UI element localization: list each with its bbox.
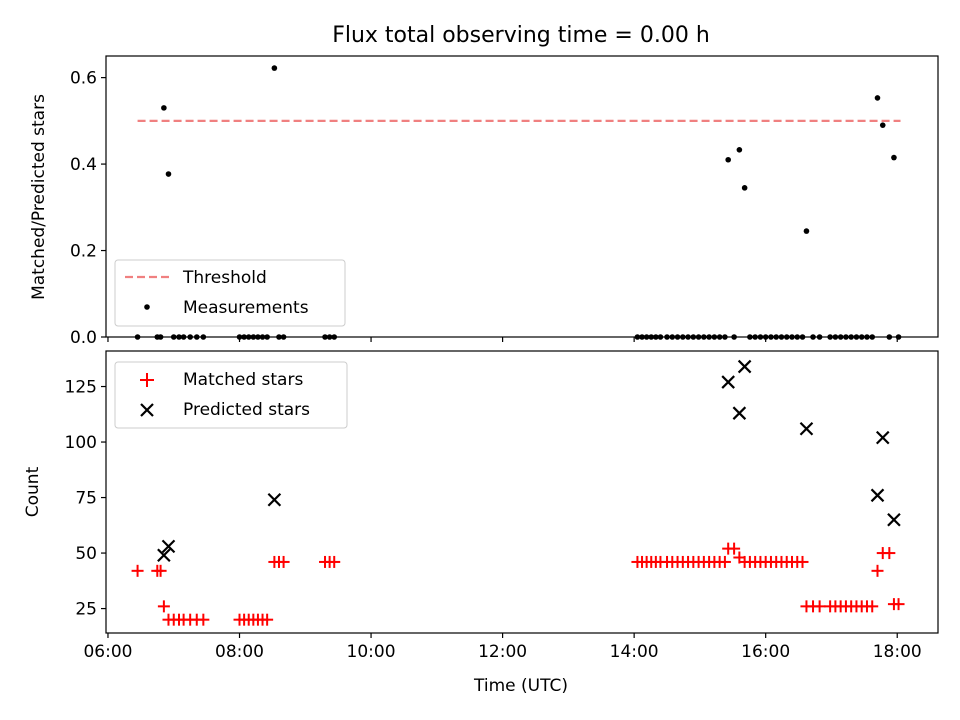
ratio-y-tick-label: 0.2: [70, 242, 97, 262]
measurement-point: [741, 185, 748, 191]
predicted-star-point: [799, 421, 814, 436]
count-y-tick-label: 100: [65, 433, 97, 453]
legend-measurements-label: Measurements: [183, 298, 309, 318]
matched-star-point: [866, 600, 879, 613]
predicted-star-point: [875, 430, 890, 445]
predicted-star-stroke: [721, 375, 735, 389]
predicted-star-point: [161, 539, 176, 554]
count-y-axis: 25 50 75 100 125: [65, 378, 106, 620]
count-y-tick-label: 75: [75, 489, 97, 509]
count-y-tick-label: 50: [75, 544, 97, 564]
predicted-star-point: [870, 488, 885, 503]
predicted-star-point: [887, 512, 901, 527]
matched-star-point: [157, 600, 170, 613]
measurement-point: [165, 171, 172, 177]
count-legend-box: [114, 361, 348, 429]
matched-star-point: [871, 564, 884, 577]
legend-matched-label: Matched stars: [183, 370, 303, 390]
predicted-star-point: [721, 375, 735, 389]
predicted-star-stroke: [732, 406, 747, 420]
matched-star-point: [813, 600, 826, 613]
count-legend: Matched stars Predicted stars: [114, 361, 348, 429]
count-y-tick-label: 125: [65, 378, 97, 398]
measurement-point: [736, 147, 743, 153]
matched-star-point: [892, 598, 905, 611]
count-y-axis-label: Count: [23, 466, 43, 517]
ratio-legend-box: [114, 259, 346, 327]
chart-title: Flux total observing time = 0.00 h: [332, 23, 710, 48]
matched-star-point: [328, 555, 341, 568]
x-axis-label: Time (UTC): [473, 676, 568, 696]
count-y-tick-label: 25: [75, 600, 97, 620]
matched-star-point: [718, 555, 731, 568]
predicted-star-point: [157, 548, 171, 563]
matched-star-point: [728, 542, 741, 555]
count-plot-marks: [131, 359, 905, 626]
ratio-plot-frame: [105, 55, 939, 338]
matched-star-point: [277, 555, 290, 568]
legend-measurements-swatch: [144, 304, 150, 310]
count-x-tick-label: 12:00: [478, 642, 527, 662]
measurement-point: [271, 65, 278, 71]
predicted-star-stroke: [737, 359, 752, 374]
predicted-star-stroke: [870, 488, 885, 503]
ratio-chart: Flux total observing time = 0.00 h Match…: [29, 23, 939, 348]
predicted-star-stroke: [887, 512, 901, 527]
ratio-y-tick-label: 0.4: [70, 155, 97, 175]
measurement-point: [891, 154, 897, 161]
predicted-star-stroke: [157, 548, 171, 563]
ratio-plot-marks: [134, 65, 902, 340]
count-x-tick-label: 08:00: [215, 642, 264, 662]
legend-threshold-label: Threshold: [182, 268, 267, 288]
matched-star-point: [261, 613, 274, 626]
count-x-tick-label: 16:00: [741, 642, 790, 662]
predicted-star-stroke: [875, 430, 890, 445]
matched-star-point: [796, 555, 809, 568]
ratio-x-tick-marks: [107, 337, 898, 342]
count-plot-frame: [105, 350, 939, 634]
count-x-tick-label: 14:00: [610, 642, 659, 662]
predicted-star-stroke: [161, 539, 176, 554]
count-x-tick-label: 18:00: [873, 642, 922, 662]
count-x-tick-label: 10:00: [347, 642, 396, 662]
measurement-point: [725, 156, 731, 163]
predicted-star-stroke: [267, 492, 282, 507]
predicted-star-point: [732, 406, 747, 420]
matched-star-point: [197, 613, 210, 626]
ratio-legend: Threshold Measurements: [114, 259, 346, 327]
count-x-axis: 06:00 08:00 10:00 12:00 14:00 16:00 18:00: [83, 633, 922, 662]
measurement-point: [874, 95, 881, 101]
matched-star-point: [154, 564, 167, 577]
ratio-y-tick-label: 0.0: [70, 328, 97, 348]
measurement-point: [803, 228, 810, 234]
predicted-star-point: [267, 492, 282, 507]
legend-matched-swatch: [140, 373, 154, 387]
ratio-y-axis: 0.0 0.2 0.4 0.6: [70, 69, 106, 348]
ratio-y-axis-label: Matched/Predicted stars: [29, 94, 49, 300]
ratio-y-tick-label: 0.6: [70, 69, 97, 89]
predicted-star-stroke: [799, 421, 814, 436]
matched-star-point: [131, 564, 144, 577]
measurement-point: [161, 105, 167, 111]
legend-predicted-label: Predicted stars: [183, 400, 310, 420]
count-chart: Count Time (UTC) 25 50 75 100 125 06:00 08:00…: [23, 350, 939, 696]
matched-star-point: [883, 547, 896, 560]
count-x-tick-label: 06:00: [83, 642, 132, 662]
predicted-star-point: [737, 359, 752, 374]
legend-predicted-swatch: [140, 403, 154, 417]
measurement-point: [879, 122, 886, 128]
